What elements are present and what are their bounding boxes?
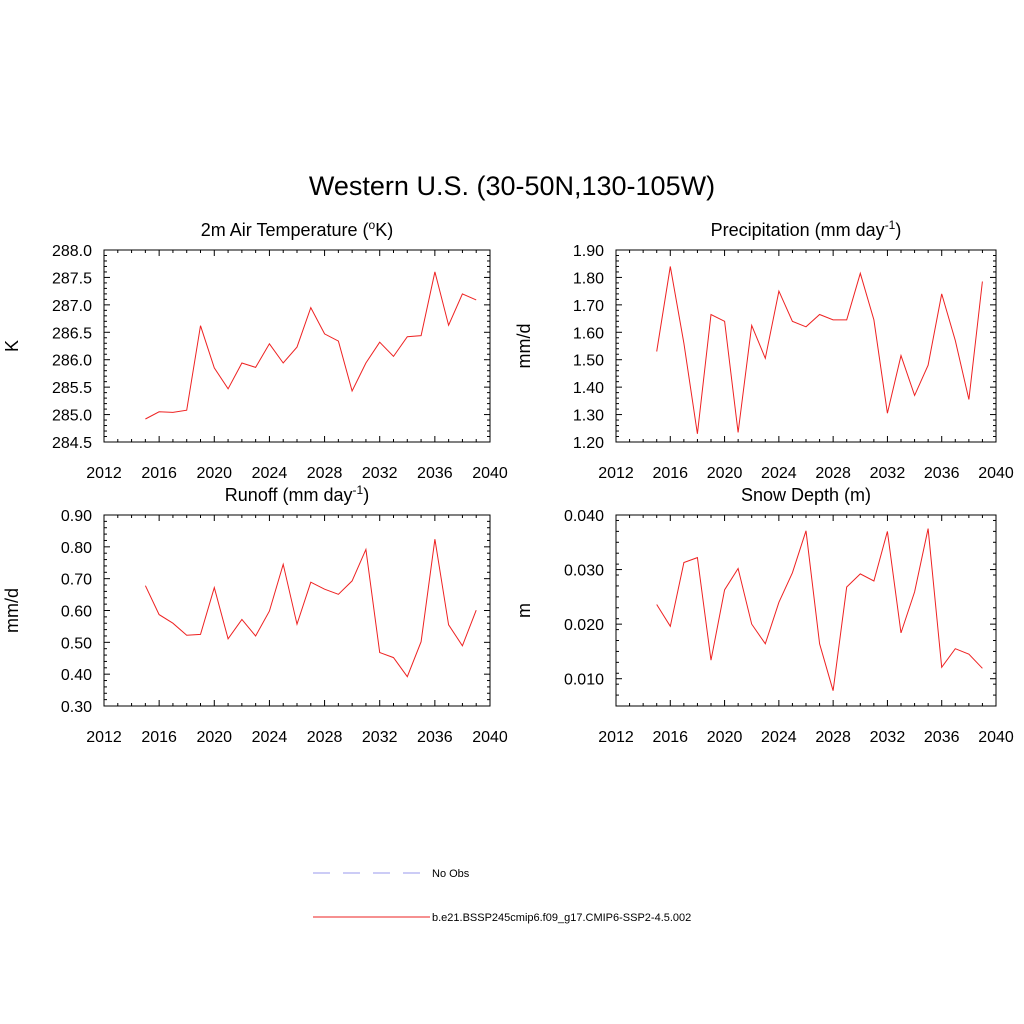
panel-title: Precipitation (mm day-1) — [711, 218, 902, 240]
x-tick-label: 2036 — [417, 729, 453, 746]
y-tick-label: 287.0 — [52, 298, 92, 315]
series-line — [144, 539, 477, 678]
x-tick-label: 2028 — [307, 729, 343, 746]
x-tick-label: 2040 — [978, 729, 1014, 746]
panel-title-suffix: K) — [375, 220, 393, 240]
plot-frame — [615, 514, 997, 707]
x-tick-label: 2020 — [196, 729, 232, 746]
y-tick-label: 0.040 — [564, 508, 604, 525]
y-tick-label: 1.90 — [573, 243, 604, 260]
y-tick-label: 1.50 — [573, 353, 604, 370]
y-tick-label: 1.20 — [573, 435, 604, 452]
x-tick-label: 2032 — [870, 465, 906, 482]
x-tick-label: 2024 — [761, 729, 797, 746]
panel-title: Snow Depth (m) — [741, 485, 871, 505]
x-tick-label: 2024 — [761, 465, 797, 482]
panel-title-suffix: ) — [363, 485, 369, 505]
y-tick-label: 287.5 — [52, 270, 92, 287]
panel-title: 2m Air Temperature (oK) — [201, 218, 393, 240]
x-tick-label: 2016 — [652, 729, 688, 746]
x-tick-label: 2016 — [141, 729, 177, 746]
series-line — [656, 266, 983, 434]
panel-title-text: 2m Air Temperature ( — [201, 220, 369, 240]
y-axis-label: mm/d — [2, 588, 22, 633]
legend: No Obs b.e21.BSSP245cmip6.f09_g17.CMIP6-… — [313, 868, 691, 924]
y-tick-label: 0.60 — [61, 604, 92, 621]
y-tick-label: 0.90 — [61, 508, 92, 525]
legend-label-no-obs: No Obs — [432, 868, 470, 880]
x-tick-label: 2040 — [472, 465, 508, 482]
panel-air-temperature: 2012 2016 2020 2024 2028 2032 2036 2040 284.5 285… — [2, 218, 508, 482]
y-tick-label: 0.40 — [61, 667, 92, 684]
series-line — [145, 271, 477, 420]
x-tick-label: 2016 — [652, 465, 688, 482]
x-tick-label: 2028 — [815, 729, 851, 746]
x-tick-label: 2036 — [417, 465, 453, 482]
x-tick-label: 2036 — [924, 465, 960, 482]
panel-precipitation: 2012 2016 2020 2024 2028 2032 2036 2040 1.20 1.30… — [514, 218, 1014, 482]
y-tick-label: 284.5 — [52, 435, 92, 452]
y-tick-label: 1.60 — [573, 325, 604, 342]
plot-frame — [103, 514, 491, 707]
panel-title: Runoff (mm day-1) — [225, 483, 369, 505]
panel-snow-depth: 2012 2016 2020 2024 2028 2032 2036 2040 0.010 0.0… — [514, 485, 1014, 746]
x-tick-label: 2012 — [86, 729, 122, 746]
y-tick-label: 0.030 — [564, 563, 604, 580]
x-tick-label: 2032 — [870, 729, 906, 746]
y-tick-label: 1.80 — [573, 270, 604, 287]
y-axis-label: mm/d — [514, 324, 534, 369]
panel-title-superscript: -1 — [353, 483, 364, 497]
panel-title-text: Precipitation (mm day — [711, 220, 885, 240]
y-tick-label: 1.30 — [573, 408, 604, 425]
x-tick-label: 2024 — [252, 729, 288, 746]
y-tick-label: 0.80 — [61, 540, 92, 557]
x-tick-label: 2040 — [978, 465, 1014, 482]
y-tick-label: 0.70 — [61, 572, 92, 589]
y-tick-label: 286.5 — [52, 325, 92, 342]
y-tick-label: 1.40 — [573, 380, 604, 397]
x-tick-label: 2020 — [707, 465, 743, 482]
x-tick-label: 2012 — [598, 465, 634, 482]
series-line — [656, 528, 983, 691]
y-tick-label: 0.020 — [564, 617, 604, 634]
y-tick-label: 1.70 — [573, 298, 604, 315]
y-tick-label: 0.30 — [61, 699, 92, 716]
y-tick-label: 285.5 — [52, 380, 92, 397]
x-tick-label: 2028 — [307, 465, 343, 482]
legend-label-model: b.e21.BSSP245cmip6.f09_g17.CMIP6-SSP2-4.… — [432, 912, 691, 924]
y-tick-label: 0.50 — [61, 635, 92, 652]
panel-title-text: Runoff (mm day — [225, 485, 353, 505]
figure-title: Western U.S. (30-50N,130-105W) — [309, 171, 715, 201]
panel-title-superscript: -1 — [885, 218, 896, 232]
x-tick-label: 2016 — [141, 465, 177, 482]
y-tick-label: 288.0 — [52, 243, 92, 260]
x-tick-label: 2036 — [924, 729, 960, 746]
x-tick-label: 2024 — [252, 465, 288, 482]
x-tick-label: 2020 — [196, 465, 232, 482]
panel-title-suffix: ) — [895, 220, 901, 240]
plot-frame — [615, 249, 997, 443]
panel-title-superscript: o — [369, 218, 376, 232]
y-axis-label: m — [514, 603, 534, 618]
x-tick-label: 2028 — [815, 465, 851, 482]
x-tick-label: 2032 — [362, 729, 398, 746]
panel-title-text: Snow Depth (m) — [741, 485, 871, 505]
x-tick-label: 2012 — [598, 729, 634, 746]
y-tick-label: 0.010 — [564, 672, 604, 689]
y-tick-label: 286.0 — [52, 353, 92, 370]
panel-runoff: 2012 2016 2020 2024 2028 2032 2036 2040 0.30 0.40… — [2, 483, 508, 746]
x-tick-label: 2032 — [362, 465, 398, 482]
x-tick-label: 2020 — [707, 729, 743, 746]
x-tick-label: 2012 — [86, 465, 122, 482]
y-axis-label: K — [2, 340, 22, 352]
y-tick-label: 285.0 — [52, 408, 92, 425]
x-tick-label: 2040 — [472, 729, 508, 746]
